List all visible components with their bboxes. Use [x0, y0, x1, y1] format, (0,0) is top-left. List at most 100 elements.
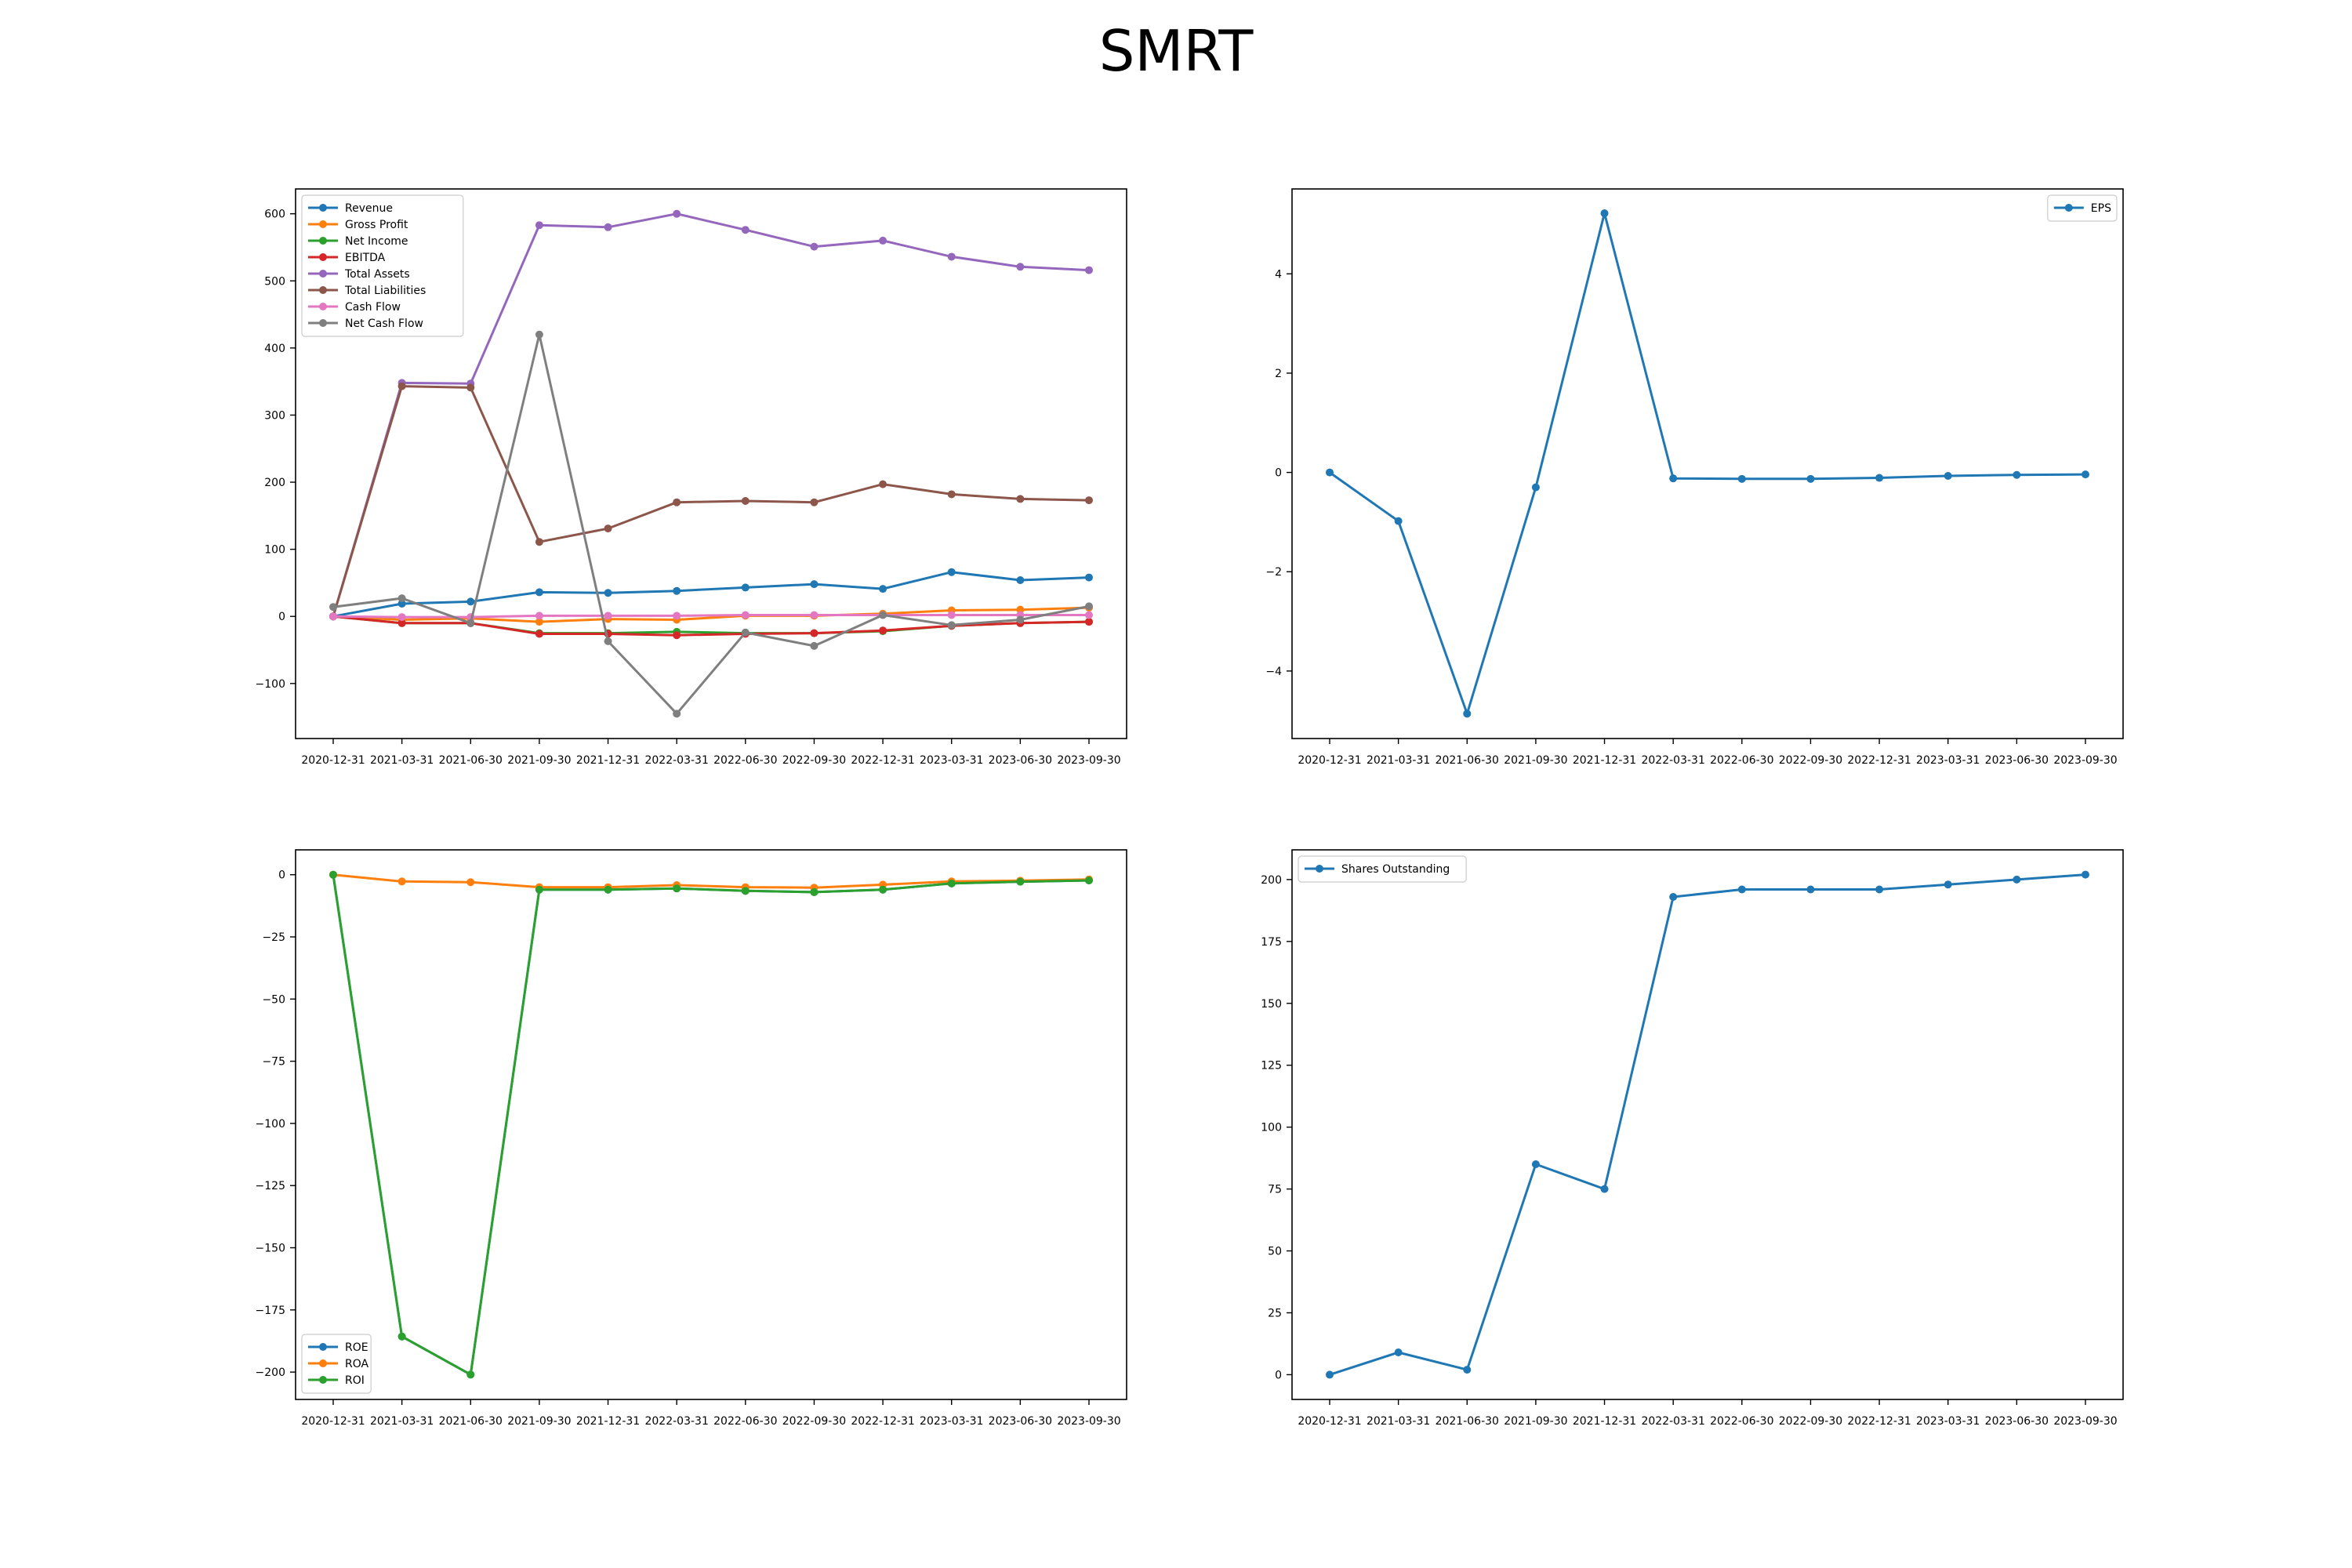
y-tick-label: 2 [1275, 368, 1282, 380]
x-tick-label: 2022-09-30 [782, 1415, 846, 1428]
data-point [535, 618, 543, 626]
x-tick-label: 2022-09-30 [1779, 1415, 1842, 1428]
x-tick-label: 2023-06-30 [1985, 1415, 2049, 1428]
data-point [879, 585, 887, 593]
data-point [604, 589, 612, 597]
legend-entry: ROI [308, 1374, 365, 1387]
x-tick-label: 2022-12-31 [851, 1415, 914, 1428]
x-tick-label: 2023-03-31 [1916, 754, 1980, 767]
data-point [1016, 605, 1025, 614]
data-point [741, 583, 750, 592]
data-point [810, 498, 818, 506]
legend-marker [319, 319, 327, 327]
legend-entry: Gross Profit [308, 219, 408, 231]
data-point [397, 619, 406, 627]
x-tick-label: 2022-03-31 [644, 1415, 708, 1428]
x-tick-label: 2022-09-30 [1779, 754, 1842, 767]
series-line [332, 873, 1091, 1376]
x-tick-label: 2022-12-31 [1847, 754, 1911, 767]
x-tick-label: 2023-06-30 [1985, 754, 2049, 767]
data-point [947, 611, 956, 619]
y-tick-label: 150 [1261, 998, 1282, 1011]
y-tick-label: 175 [1261, 936, 1282, 949]
x-tick-label: 2021-06-30 [1436, 754, 1499, 767]
data-point [1463, 710, 1472, 718]
data-point [810, 580, 818, 589]
data-point [1531, 483, 1540, 492]
data-point [741, 887, 750, 895]
data-point [1806, 474, 1815, 483]
data-point [466, 383, 475, 392]
y-tick-label: 100 [1261, 1122, 1282, 1134]
legend-entry: Total Assets [308, 268, 410, 281]
y-tick-label: 125 [1261, 1060, 1282, 1073]
x-tick-label: 2020-12-31 [1298, 754, 1361, 767]
series-line [332, 873, 1091, 889]
y-tick-label: 300 [264, 409, 285, 422]
x-tick-label: 2023-03-31 [920, 1415, 983, 1428]
data-point [397, 599, 406, 608]
y-tick-label: 75 [1268, 1184, 1282, 1196]
plot-frame [295, 188, 1127, 739]
data-point [397, 1332, 406, 1341]
x-tick-label: 2021-03-31 [370, 754, 434, 767]
x-tick-label: 2022-06-30 [1710, 1415, 1773, 1428]
y-tick-label: 4 [1275, 268, 1282, 281]
legend-entry: ROA [308, 1358, 369, 1370]
data-point [741, 628, 750, 637]
legend-marker [319, 1359, 327, 1367]
x-tick-label: 2022-03-31 [1641, 754, 1704, 767]
data-point [673, 498, 681, 506]
legend: Shares Outstanding [1298, 855, 1467, 883]
data-point [1875, 474, 1884, 482]
x-tick-label: 2023-06-30 [989, 754, 1052, 767]
data-point [741, 226, 750, 234]
data-point [1085, 573, 1093, 582]
data-point [604, 524, 612, 533]
legend-entry: EPS [2053, 202, 2111, 215]
series-line [1328, 212, 2087, 715]
legend-entry: Shares Outstanding [1305, 863, 1450, 876]
legend: EPS [2047, 194, 2118, 222]
data-point [810, 242, 818, 251]
series-line [332, 614, 1091, 619]
legend-label: ROI [345, 1374, 365, 1387]
legend-marker [319, 204, 327, 212]
chart-financials: 2020-12-31 2021-03-31 2021-06-30 2021-09-30… [256, 188, 1127, 767]
data-point [535, 630, 543, 638]
data-point [604, 612, 612, 620]
legend: Revenue Gross Profit Net Income EBITDA Total… [301, 194, 464, 337]
series-line [332, 571, 1091, 618]
y-tick-label: 500 [264, 275, 285, 288]
data-point [1531, 1160, 1540, 1169]
x-tick-label: 2021-06-30 [439, 754, 503, 767]
data-point [1085, 602, 1093, 611]
data-point [673, 209, 681, 218]
data-point [1016, 576, 1025, 585]
legend-entry: Net Income [308, 235, 408, 248]
y-tick-label: 0 [278, 611, 285, 623]
series-roi [329, 870, 1093, 1379]
data-point [879, 611, 887, 619]
data-point [466, 1370, 475, 1379]
x-tick-label: 2022-06-30 [713, 754, 777, 767]
data-point [466, 597, 475, 606]
data-point [1669, 474, 1678, 483]
x-tick-label: 2021-03-31 [370, 1415, 434, 1428]
data-point [604, 223, 612, 231]
data-point [1085, 877, 1093, 885]
data-point [810, 629, 818, 637]
x-tick-label: 2022-12-31 [1847, 1415, 1911, 1428]
x-tick-label: 2021-12-31 [576, 754, 640, 767]
data-point [466, 878, 475, 887]
y-tick-label: −4 [1265, 666, 1282, 678]
data-point [947, 879, 956, 887]
data-point [810, 641, 818, 650]
data-point [466, 619, 475, 627]
series-roa [329, 870, 1093, 892]
x-tick-label: 2022-06-30 [713, 1415, 777, 1428]
data-point [810, 611, 818, 619]
y-tick-label: −50 [262, 993, 285, 1006]
data-point [1085, 266, 1093, 274]
x-tick-label: 2020-12-31 [301, 754, 365, 767]
